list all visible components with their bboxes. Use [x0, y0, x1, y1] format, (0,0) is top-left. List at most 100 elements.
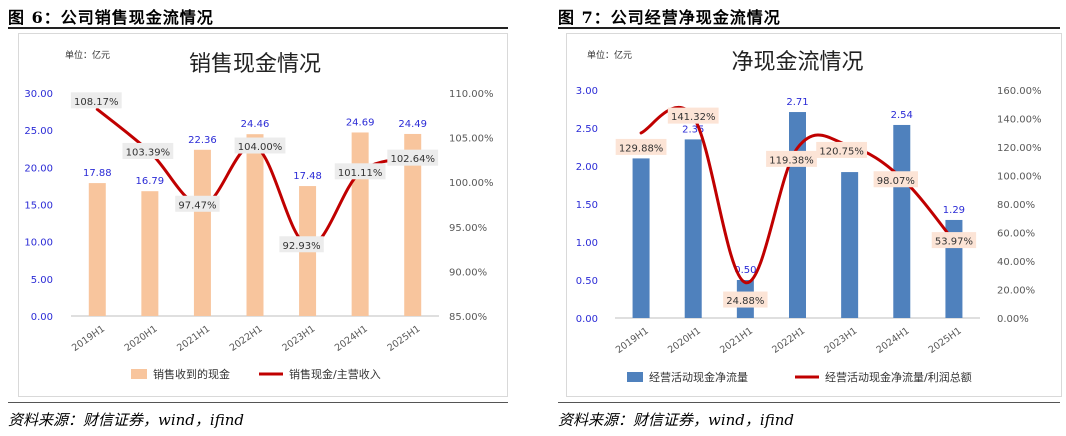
right-line-label: 120.75%	[819, 146, 864, 157]
left-title-rule	[8, 27, 508, 29]
left-source-rule	[8, 402, 508, 403]
left-x-tick-label: 2019H1	[70, 323, 107, 353]
left-bar	[351, 132, 369, 316]
left-left-tick-label: 10.00	[24, 238, 53, 249]
right-x-tick-label: 2020H1	[666, 325, 703, 355]
left-bar	[141, 191, 159, 316]
right-line-label-box	[667, 107, 719, 124]
left-line-label-box	[334, 163, 386, 180]
right-x-tick-label: 2021H1	[718, 325, 755, 355]
right-bar-label: 0.50	[734, 265, 756, 276]
right-legend-line-label: 经营活动现金净流量/利润总额	[825, 370, 972, 384]
left-line-label: 108.17%	[74, 97, 119, 108]
right-x-tick-label: 2019H1	[614, 325, 651, 355]
right-left-tick-label: 3.00	[576, 86, 598, 97]
right-left-tick-label: 1.00	[576, 238, 598, 249]
left-line-label: 92.93%	[283, 241, 321, 252]
left-x-tick-label: 2020H1	[123, 323, 160, 353]
left-line-label-box	[70, 92, 122, 109]
right-right-tick-label: 20.00%	[997, 286, 1035, 297]
left-bar	[193, 149, 211, 316]
left-x-tick-label: 2025H1	[386, 323, 423, 353]
right-bar	[893, 124, 911, 319]
right-line-label-box	[873, 171, 918, 188]
left-line-label: 101.11%	[338, 168, 383, 179]
right-bar	[684, 139, 702, 318]
right-right-tick-label: 120.00%	[997, 143, 1042, 154]
right-chart-title: 净现金流情况	[731, 50, 863, 75]
left-line-label-box	[122, 142, 174, 159]
left-right-tick-label: 105.00%	[449, 134, 494, 145]
left-right-tick-label: 90.00%	[449, 267, 487, 278]
left-line-label-box	[175, 195, 220, 212]
left-left-tick-label: 5.00	[31, 275, 53, 286]
left-figure-title: 图 6：公司销售现金流情况	[8, 8, 214, 27]
left-line-label-box	[387, 149, 439, 166]
right-left-tick-label: 0.00	[576, 314, 598, 325]
right-right-tick-label: 0.00%	[997, 314, 1029, 325]
left-left-tick-label: 15.00	[24, 201, 53, 212]
right-line-label-box	[766, 150, 817, 167]
right-right-tick-label: 160.00%	[997, 86, 1042, 97]
left-line-label: 104.00%	[238, 142, 283, 153]
left-line-label-box	[279, 236, 324, 253]
right-title-rule	[558, 27, 1060, 29]
left-bar-label: 24.49	[398, 119, 427, 130]
left-source-note: 资料来源：财信证券，wind，ifind	[8, 411, 244, 429]
left-legend-line-label: 销售现金/主营收入	[289, 367, 381, 381]
left-x-tick-label: 2021H1	[175, 323, 212, 353]
right-source-rule	[558, 402, 1060, 403]
left-x-tick-label: 2022H1	[228, 323, 265, 353]
left-bar-label: 24.46	[241, 119, 270, 130]
right-line-label-box	[723, 291, 768, 308]
left-x-tick-label: 2024H1	[333, 323, 370, 353]
right-x-tick-label: 2022H1	[770, 325, 807, 355]
right-line-label: 129.88%	[619, 143, 664, 154]
right-bar	[632, 158, 650, 318]
right-x-tick-label: 2023H1	[822, 325, 859, 355]
right-bar-label: 2.35	[682, 124, 704, 135]
right-bar-label: 2.54	[891, 110, 913, 121]
right-right-tick-label: 40.00%	[997, 257, 1035, 268]
left-bar-label: 17.48	[293, 171, 322, 182]
left-line-label: 97.47%	[178, 200, 216, 211]
right-line-label: 24.88%	[726, 296, 764, 307]
left-legend-bar-label: 销售收到的现金	[153, 367, 230, 381]
right-legend-bar-label: 经营活动现金净流量	[649, 370, 748, 384]
left-x-tick-label: 2023H1	[280, 323, 317, 353]
left-line-label-box	[234, 137, 286, 154]
right-line-label: 53.97%	[935, 237, 973, 248]
right-chart: 净现金流情况 单位：亿元 0.00 0.50 1.00 1.50 2.00 2.50 3.00 0…	[576, 49, 1042, 384]
left-right-tick-label: 95.00%	[449, 223, 487, 234]
right-figure-title: 图 7：公司经营净现金流情况	[558, 8, 781, 27]
right-line-label: 141.32%	[671, 112, 716, 123]
right-source-note: 资料来源：财信证券，wind，ifind	[558, 411, 794, 429]
right-left-tick-label: 1.50	[576, 200, 598, 211]
left-unit-label: 单位：亿元	[65, 49, 110, 61]
right-line-label: 119.38%	[769, 155, 814, 166]
right-bar	[841, 172, 859, 318]
left-left-tick-label: 20.00	[24, 163, 53, 174]
left-right-tick-label: 85.00%	[449, 312, 487, 323]
left-chart-panel: 销售现金情况 单位：亿元 0.00 5.00 10.00 15.00 20.00 25.00 3…	[18, 33, 508, 397]
left-bar	[404, 133, 422, 316]
left-legend-bar-swatch	[131, 369, 147, 379]
left-bar-label: 16.79	[136, 176, 165, 187]
left-bar-label: 24.69	[346, 117, 375, 128]
right-line-label-box	[816, 141, 868, 158]
right-right-tick-label: 140.00%	[997, 115, 1042, 126]
right-line-label: 98.07%	[877, 176, 915, 187]
right-left-tick-label: 2.50	[576, 124, 598, 135]
right-right-tick-label: 60.00%	[997, 229, 1035, 240]
right-x-tick-label: 2024H1	[875, 325, 912, 355]
left-bar-label: 17.88	[83, 168, 112, 179]
left-right-tick-label: 100.00%	[449, 178, 494, 189]
right-x-tick-label: 2025H1	[927, 325, 964, 355]
left-bar	[88, 183, 106, 316]
right-legend-bar-swatch	[627, 372, 643, 382]
left-line-label: 102.64%	[390, 154, 435, 165]
right-unit-label: 单位：亿元	[587, 49, 632, 61]
right-bar-label: 1.29	[943, 205, 965, 216]
right-right-tick-label: 100.00%	[997, 172, 1042, 183]
left-left-tick-label: 25.00	[24, 126, 53, 137]
